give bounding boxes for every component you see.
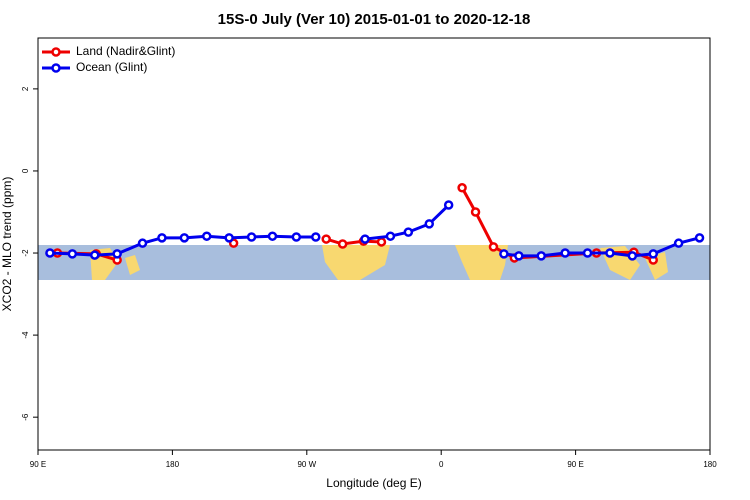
series-line <box>325 237 382 246</box>
series-point <box>67 249 78 259</box>
legend-marker <box>51 47 61 57</box>
x-tick-label: 90 E <box>30 460 46 469</box>
series-point <box>648 249 659 259</box>
series-point <box>694 233 705 243</box>
x-tick-label: 0 <box>439 460 444 469</box>
series-line <box>503 236 700 258</box>
chart-title: 15S-0 July (Ver 10) 2015-01-01 to 2020-1… <box>218 11 531 28</box>
series-point <box>627 251 638 261</box>
y-tick-label: -4 <box>21 331 30 339</box>
series-point <box>403 227 414 237</box>
series-point <box>246 232 257 242</box>
land-shapes <box>90 245 668 280</box>
series-point <box>514 251 524 261</box>
x-axis-label: Longitude (deg E) <box>326 476 421 490</box>
series-point <box>673 238 684 248</box>
y-tick-label: 2 <box>21 86 30 91</box>
series-point <box>267 231 278 241</box>
series-point <box>605 248 615 258</box>
series-point <box>360 234 370 244</box>
series-point <box>385 231 396 241</box>
series-point <box>337 239 348 249</box>
series-point <box>137 238 148 248</box>
y-axis-label: XCO2 - MLO trend (ppm) <box>0 177 14 312</box>
series-point <box>45 248 55 258</box>
legend-label: Ocean (Glint) <box>76 60 147 74</box>
series-point <box>560 248 570 258</box>
series-point <box>488 242 499 252</box>
series-point <box>582 248 593 258</box>
series-point <box>470 207 481 217</box>
series-point <box>376 237 387 247</box>
legend-label: Land (Nadir&Glint) <box>76 44 175 58</box>
y-tick-label: 0 <box>21 168 30 173</box>
series-point <box>89 250 100 260</box>
series-point <box>179 233 190 243</box>
series-point <box>536 251 547 261</box>
series-point <box>457 183 467 193</box>
series-point <box>157 233 167 243</box>
series-point <box>224 233 234 243</box>
series-point <box>201 231 212 241</box>
legend: Land (Nadir&Glint) Ocean (Glint) <box>42 44 175 74</box>
series-point <box>311 232 321 242</box>
series-point <box>112 249 122 259</box>
series-point <box>291 232 302 242</box>
series-point <box>443 200 454 210</box>
x-tick-label: 90 E <box>567 460 583 469</box>
y-tick-label: -6 <box>21 413 30 421</box>
x-tick-label: 180 <box>166 460 180 469</box>
plot-frame <box>37 37 711 451</box>
series-point <box>424 219 435 229</box>
legend-marker <box>51 63 61 73</box>
y-tick-label: -2 <box>21 249 30 257</box>
series-point <box>499 249 509 259</box>
series-point <box>321 234 331 244</box>
x-tick-label: 180 <box>703 460 717 469</box>
x-tick-label: 90 W <box>297 460 316 469</box>
